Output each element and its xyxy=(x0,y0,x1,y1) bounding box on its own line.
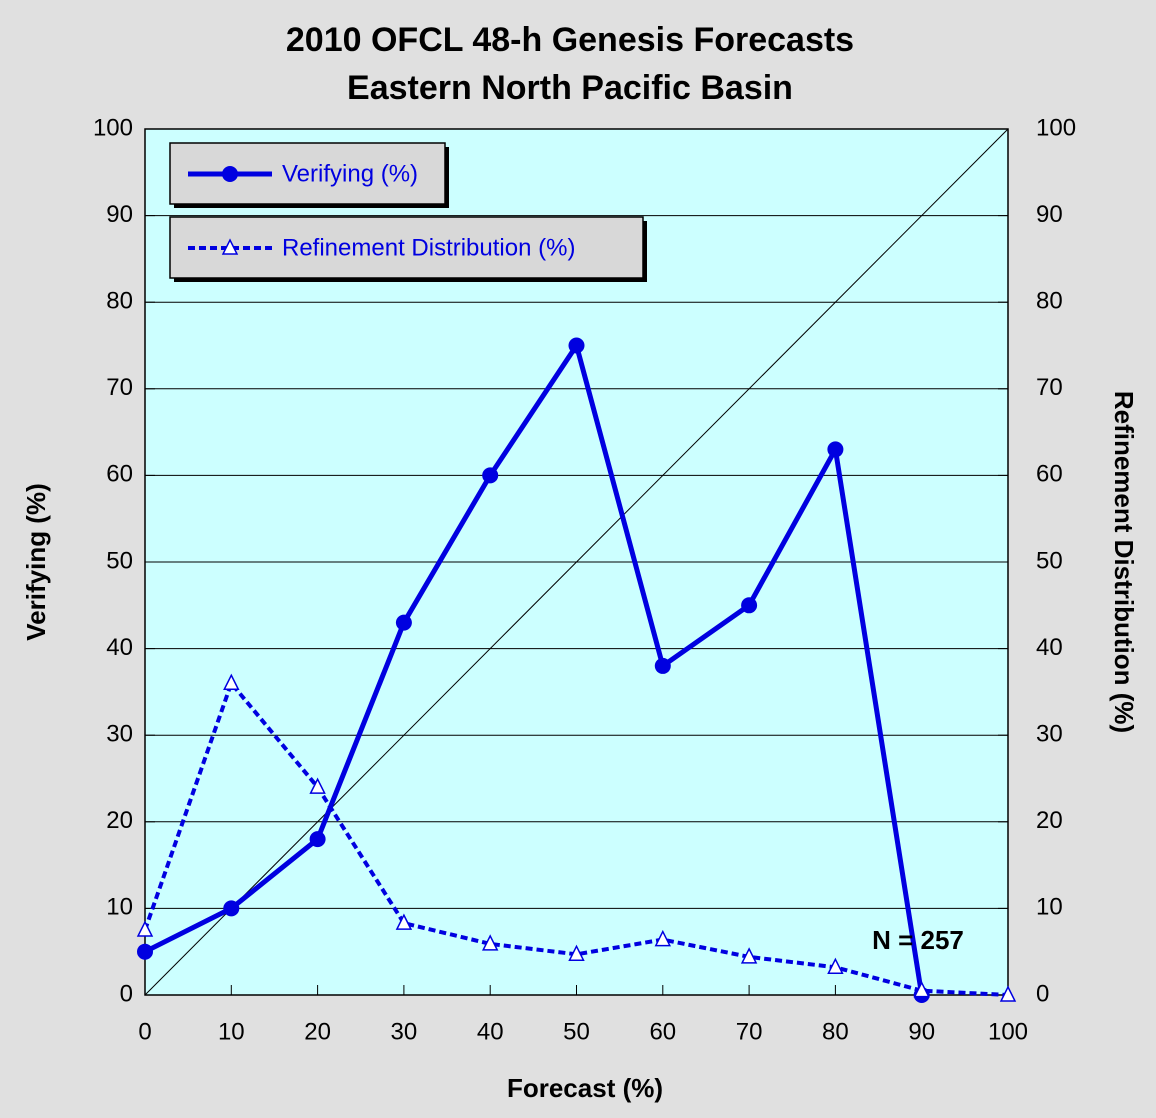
y-tick-label: 40 xyxy=(106,634,133,661)
data-point xyxy=(654,929,672,947)
y2-tick-label: 100 xyxy=(1036,114,1076,141)
y2-axis-label: Refinement Distribution (%) xyxy=(1109,391,1139,733)
data-point xyxy=(223,900,240,917)
data-point xyxy=(654,657,671,674)
legend-label: Refinement Distribution (%) xyxy=(282,234,575,261)
data-point xyxy=(395,913,413,930)
data-point xyxy=(309,777,326,794)
legend-label: Verifying (%) xyxy=(282,160,418,187)
data-point xyxy=(913,980,930,998)
x-tick-label: 40 xyxy=(477,1018,504,1045)
series-line xyxy=(143,679,1009,997)
y2-tick-label: 0 xyxy=(1036,980,1049,1007)
data-point xyxy=(568,337,585,354)
y2-tick-label: 60 xyxy=(1036,461,1063,488)
y2-tick-label: 70 xyxy=(1036,374,1063,401)
y-tick-label: 30 xyxy=(106,721,133,748)
y-axis-label: Verifying (%) xyxy=(21,483,51,640)
y-tick-label: 80 xyxy=(106,288,133,315)
plot-frame xyxy=(144,128,1009,996)
y-tick-label: 60 xyxy=(106,461,133,488)
x-tick-label: 90 xyxy=(908,1018,935,1045)
y2-tick-label: 40 xyxy=(1036,634,1063,661)
data-point xyxy=(568,944,585,962)
y-tick-label: 0 xyxy=(120,980,133,1007)
y2-tick-label: 30 xyxy=(1036,721,1063,748)
series-line xyxy=(143,339,925,996)
x-tick-label: 70 xyxy=(736,1018,763,1045)
x-tick-label: 10 xyxy=(218,1018,245,1045)
x-tick-label: 30 xyxy=(391,1018,418,1045)
y-tick-label: 70 xyxy=(106,374,133,401)
data-point xyxy=(309,831,326,848)
y2-tick-label: 20 xyxy=(1036,807,1063,834)
chart-title: 2010 OFCL 48-h Genesis Forecasts xyxy=(286,21,854,59)
data-point xyxy=(395,614,412,631)
data-point xyxy=(827,441,844,458)
data-point xyxy=(999,985,1017,1002)
data-point xyxy=(741,597,758,614)
data-point xyxy=(223,673,240,690)
y2-tick-label: 80 xyxy=(1036,288,1063,315)
x-axis-label: Forecast (%) xyxy=(507,1073,663,1103)
x-tick-label: 80 xyxy=(822,1018,849,1045)
data-point xyxy=(482,467,499,484)
y2-tick-label: 90 xyxy=(1036,201,1063,228)
x-tick-label: 100 xyxy=(988,1018,1028,1045)
legend-marker xyxy=(222,166,238,182)
data-point xyxy=(481,934,499,951)
y-tick-label: 20 xyxy=(106,807,133,834)
y-tick-label: 50 xyxy=(106,547,133,574)
reference-diagonal xyxy=(144,128,1009,996)
x-tick-label: 20 xyxy=(304,1018,331,1045)
data-point xyxy=(137,943,153,960)
y2-tick-label: 50 xyxy=(1036,547,1063,574)
y-tick-label: 90 xyxy=(106,201,133,228)
legend-marker xyxy=(221,238,239,255)
annotation: N = 257 xyxy=(872,925,964,955)
data-point xyxy=(827,957,844,975)
chart-subtitle: Eastern North Pacific Basin xyxy=(347,69,793,107)
data-point xyxy=(136,920,154,937)
x-tick-label: 60 xyxy=(649,1018,676,1045)
data-point xyxy=(740,947,758,964)
y-tick-label: 10 xyxy=(106,894,133,921)
y-tick-label: 100 xyxy=(93,114,133,141)
y2-tick-label: 10 xyxy=(1036,894,1063,921)
x-tick-label: 0 xyxy=(138,1018,151,1045)
x-tick-label: 50 xyxy=(563,1018,590,1045)
